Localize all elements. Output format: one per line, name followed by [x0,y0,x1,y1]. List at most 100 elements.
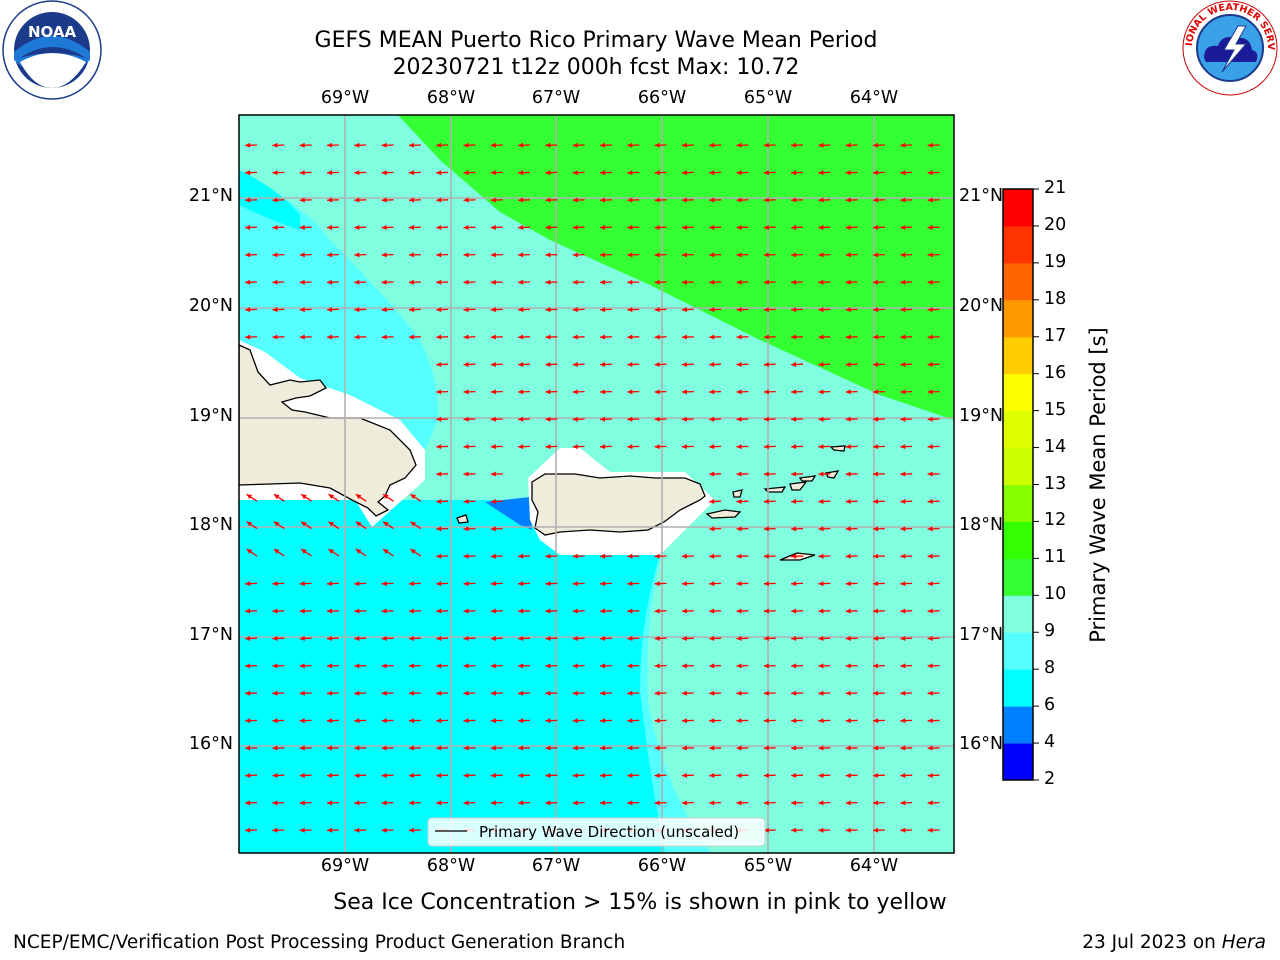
wave-arrow [599,224,612,230]
wave-arrow [791,389,804,395]
wave-arrow [818,471,831,477]
wave-arrow [490,170,503,176]
wave-arrow [354,690,367,696]
wave-arrow [436,471,449,477]
wave-arrow [272,827,285,833]
wave-arrow [490,142,503,148]
wave-arrow [518,142,531,148]
wave-arrow [572,608,585,614]
wave-arrow [791,745,804,751]
land-mona-island [456,514,469,524]
lon-label-top: 68°W [426,88,476,108]
wave-arrow [900,361,913,367]
wave-arrow [299,279,312,285]
wave-arrow [872,800,885,806]
wave-arrow [627,416,640,422]
wave-arrow [326,170,339,176]
wave-arrow [627,772,640,778]
wave-arrow [354,581,367,587]
wave-arrow [381,690,394,696]
wave-arrow [518,279,531,285]
wave-arrow [818,690,831,696]
colorbar-segment [1003,225,1033,264]
wave-arrow [709,690,722,696]
wave-arrow [900,772,913,778]
wave-arrow [927,361,940,367]
wave-arrow [736,526,749,532]
wave-arrow [545,334,558,340]
wave-arrow [736,581,749,587]
wave-arrow [709,142,722,148]
wave-arrow [763,279,776,285]
wave-arrow [245,307,258,313]
wave-arrow [245,855,257,860]
wave-arrow [763,224,776,230]
wave-arrow [545,416,558,422]
wave-arrow [763,170,776,176]
colorbar-segment [1003,447,1033,485]
colorbar-tick-label: 14 [1044,436,1067,457]
colorbar-tick-label: 21 [1044,178,1067,198]
wave-arrow [900,718,913,724]
wave-arrow [791,772,804,778]
wave-arrow [326,608,339,614]
credit-machine: Hera [1221,932,1266,953]
wave-arrow [355,493,367,502]
wave-arrow [326,745,339,751]
wave-arrow [900,307,913,313]
wave-arrow [381,800,394,806]
wave-arrow [736,772,749,778]
wave-arrow [900,553,913,559]
wave-arrow [490,361,503,367]
wave-arrow [627,581,640,587]
wave-arrow [927,581,940,587]
wave-arrow [791,279,804,285]
wave-arrow [736,663,749,669]
wave-arrow [627,252,640,258]
wave-arrow [709,772,722,778]
wave-arrow [572,170,585,176]
wave-arrow [872,279,885,285]
wave-arrow [354,718,367,724]
wave-arrow [709,224,722,230]
wave-arrow [818,252,831,258]
wave-arrow [845,197,858,203]
wave-arrow [845,718,858,724]
wave-arrow [900,827,913,833]
wave-arrow [900,224,913,230]
period-band-10-11 [398,115,954,420]
wave-arrow [872,772,885,778]
wave-arrow [599,170,612,176]
wave-arrow [490,389,503,395]
wave-arrow [681,252,694,258]
wave-arrow [818,608,831,614]
wave-arrow [900,526,913,532]
wave-arrow [245,827,258,833]
sea-ice-note: Sea Ice Concentration > 15% is shown in … [333,890,947,915]
wave-arrow [627,800,640,806]
wave-arrow [599,279,612,285]
wave-arrow [354,827,367,833]
wave-arrow [463,416,476,422]
wave-arrow [354,745,367,751]
noaa-logo-icon: NOAA [2,0,102,100]
wave-arrow [518,718,531,724]
wave-arrow [381,142,394,148]
wave-arrow [927,444,940,450]
wave-arrow [463,224,476,230]
wave-arrow [572,800,585,806]
wave-arrow [355,548,367,557]
wave-arrow [354,224,367,230]
wave-arrow [736,279,749,285]
wave-arrow [599,800,612,806]
period-band-6-8-north [239,170,300,230]
wave-arrow [272,142,285,148]
wave-arrow [408,279,421,285]
wave-arrow [736,142,749,148]
wave-arrow [681,197,694,203]
wave-arrow [408,142,421,148]
wave-arrow [381,334,394,340]
wave-arrow [654,663,667,669]
map-legend: Primary Wave Direction (unscaled) [427,817,766,847]
wave-arrow [273,521,285,530]
